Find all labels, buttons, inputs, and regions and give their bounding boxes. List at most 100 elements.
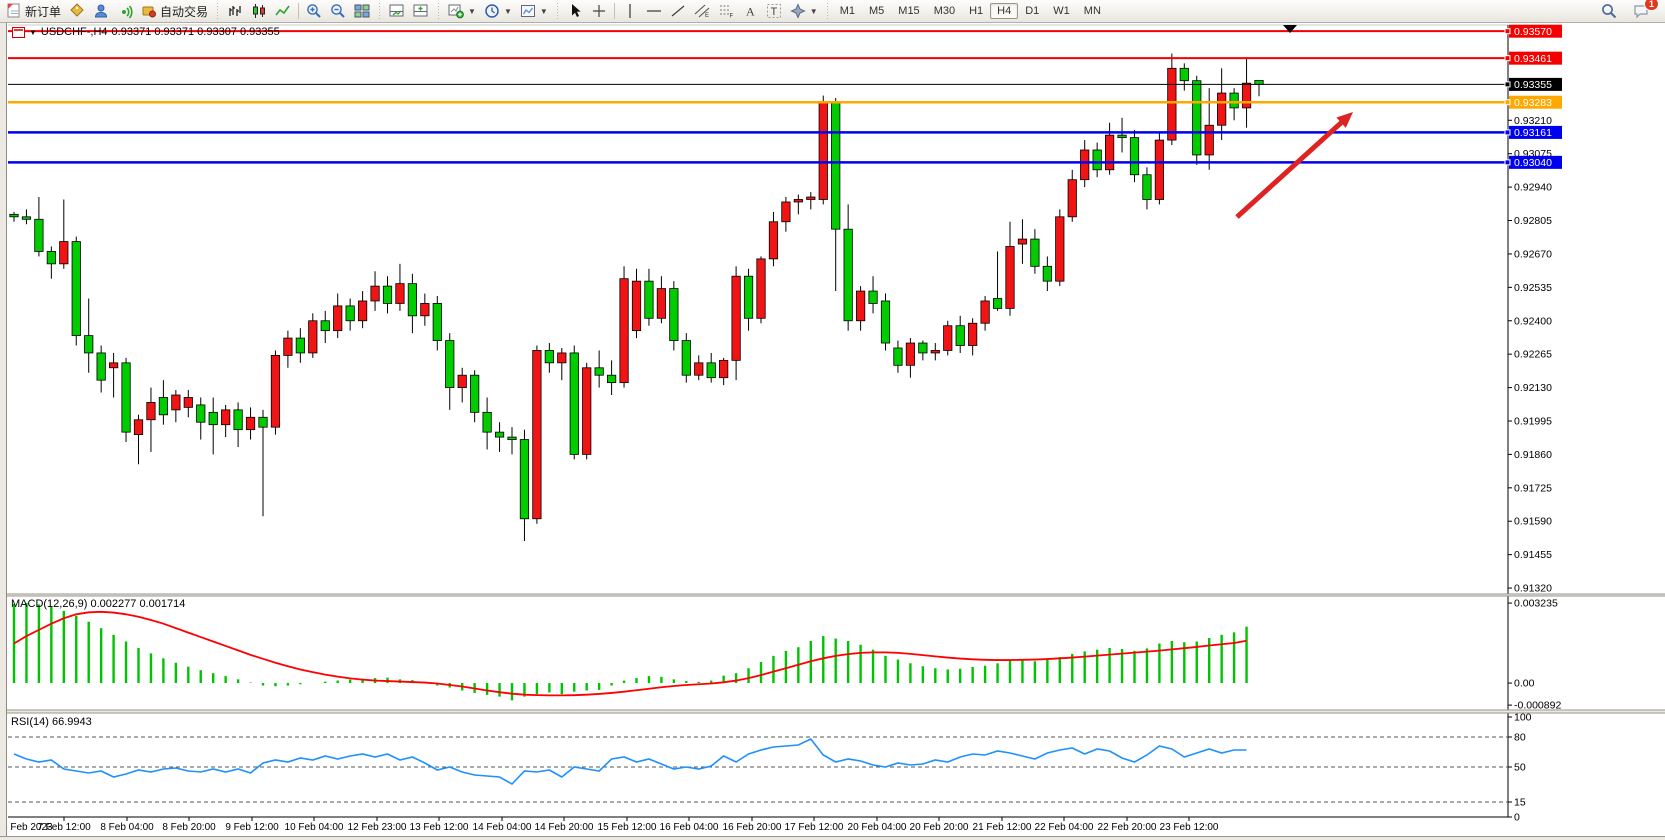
toolbar-grip (824, 3, 830, 19)
svg-text:F: F (729, 14, 733, 20)
toolbar-grip (554, 3, 560, 19)
svg-text:8 Feb 04:00: 8 Feb 04:00 (100, 822, 154, 833)
timeframe-m15[interactable]: M15 (898, 5, 920, 17)
svg-text:6 Feb 2023: 6 Feb 2023 (2, 822, 53, 833)
chart-canvas[interactable]: 0.932100.930750.929400.928050.926700.925… (0, 23, 1665, 840)
svg-text:0.93570: 0.93570 (1514, 26, 1552, 38)
pane-borders (0, 24, 1665, 818)
collapse-triangle-icon[interactable]: ▼ (29, 27, 37, 37)
svg-text:0.91590: 0.91590 (1514, 516, 1552, 528)
timeframe-d1[interactable]: D1 (1025, 5, 1040, 17)
trendline-tool-button[interactable] (666, 1, 690, 22)
fibonacci-tool-button[interactable]: F (714, 1, 738, 22)
rsi-indicator-label: RSI(14) 66.9943 (11, 716, 92, 728)
templates-button[interactable]: ▼ (516, 1, 552, 22)
svg-text:7 Feb 12:00: 7 Feb 12:00 (37, 822, 91, 833)
level-lines (8, 30, 1508, 164)
svg-text:17 Feb 12:00: 17 Feb 12:00 (785, 822, 844, 833)
channel-tool-button[interactable]: E (690, 1, 714, 22)
hline-tool-button[interactable] (642, 1, 666, 22)
chat-notification-badge: 1 (1643, 0, 1659, 11)
candle-chart-mode-button[interactable] (247, 1, 271, 22)
macd-signal-value: 0.001714 (139, 598, 186, 610)
svg-text:20 Feb 20:00: 20 Feb 20:00 (910, 822, 969, 833)
bar-chart-mode-button[interactable] (223, 1, 247, 22)
timeframe-m30[interactable]: M30 (933, 5, 956, 17)
crosshair-icon (591, 3, 607, 19)
svg-text:14 Feb 04:00: 14 Feb 04:00 (473, 822, 532, 833)
new-order-button[interactable]: 新订单 (2, 1, 65, 22)
market-watch-button[interactable] (65, 1, 89, 22)
svg-text:0.93283: 0.93283 (1514, 97, 1552, 109)
svg-text:15: 15 (1514, 797, 1526, 809)
vline-tool-button[interactable] (618, 1, 642, 22)
svg-text:0.91320: 0.91320 (1514, 583, 1552, 595)
svg-text:0.93161: 0.93161 (1514, 127, 1552, 139)
candles-layer (9, 53, 1264, 542)
cursor-tool-button[interactable] (563, 1, 587, 22)
svg-text:16 Feb 20:00: 16 Feb 20:00 (723, 822, 782, 833)
svg-text:0.91995: 0.91995 (1514, 415, 1552, 427)
zoom-out-button[interactable] (326, 1, 350, 22)
timeframe-m1[interactable]: M1 (839, 5, 855, 17)
line-chart-icon (275, 3, 291, 19)
bar-chart-icon (227, 3, 243, 19)
zoom-in-icon (306, 3, 322, 19)
svg-text:10 Feb 04:00: 10 Feb 04:00 (285, 822, 344, 833)
svg-text:0.91455: 0.91455 (1514, 549, 1552, 561)
autotrading-button[interactable]: 自动交易 (137, 1, 212, 22)
chart-window-icon (12, 26, 25, 38)
tile-windows-button[interactable] (350, 1, 374, 22)
search-button[interactable] (1597, 1, 1621, 22)
timeframe-mn[interactable]: MN (1083, 5, 1101, 17)
label-tool-button[interactable]: T (762, 1, 786, 22)
search-icon (1601, 3, 1617, 19)
template-icon (520, 3, 536, 19)
signal-icon (117, 3, 133, 19)
svg-text:0.92265: 0.92265 (1514, 349, 1552, 361)
chart-ohlc-values: 0.93371 0.93371 0.93307 0.93355 (111, 26, 280, 38)
rsi-value: 66.9943 (51, 716, 92, 728)
svg-text:15 Feb 12:00: 15 Feb 12:00 (598, 822, 657, 833)
dropdown-arrow-icon: ▼ (503, 6, 512, 16)
chart-window: 0.93210 0.93075 0.92940 0.92805 0.92670 0.925… (0, 23, 1665, 840)
text-label-icon: T (766, 3, 782, 19)
signals-button[interactable] (113, 1, 137, 22)
line-chart-mode-button[interactable] (271, 1, 295, 22)
timeframe-h1[interactable]: H1 (969, 5, 984, 17)
timeframe-m5[interactable]: M5 (869, 5, 885, 17)
fibonacci-icon: F (718, 3, 734, 19)
chat-button[interactable]: 1 (1629, 0, 1659, 22)
price-axis: 0.932100.930750.929400.928050.926700.925… (1508, 115, 1561, 824)
svg-text:80: 80 (1514, 732, 1526, 744)
person-icon (93, 3, 109, 19)
crosshair-tool-button[interactable] (587, 1, 611, 22)
shapes-tool-button[interactable]: ▼ (786, 1, 822, 22)
timeframe-w1[interactable]: W1 (1053, 5, 1070, 17)
periods-button[interactable]: ▼ (480, 1, 516, 22)
svg-text:100: 100 (1514, 712, 1532, 724)
price-badges: 0.93570 0.93461 0.93355 0.93283 0.93161 0.930… (1504, 24, 1562, 169)
svg-text:8 Feb 20:00: 8 Feb 20:00 (162, 822, 216, 833)
add-indicator-button[interactable]: ▼ (444, 1, 480, 22)
text-tool-button[interactable]: A (738, 1, 762, 22)
zoom-in-button[interactable] (302, 1, 326, 22)
macd-main-value: 0.002277 (90, 598, 137, 610)
indicator-window-icon (389, 3, 405, 19)
zoom-out-icon (330, 3, 346, 19)
toolbar-separator (613, 3, 615, 19)
svg-text:50: 50 (1514, 762, 1526, 774)
svg-text:0.93040: 0.93040 (1514, 157, 1552, 169)
indicator-list-button[interactable] (409, 1, 433, 22)
svg-text:-0.000892: -0.000892 (1514, 700, 1561, 712)
timeframe-h4[interactable]: H4 (990, 3, 1019, 19)
dropdown-arrow-icon: ▼ (539, 6, 548, 16)
svg-text:T: T (770, 6, 777, 18)
indicator-window-button[interactable] (385, 1, 409, 22)
candlestick-icon (251, 3, 267, 19)
accounts-button[interactable] (89, 1, 113, 22)
indicator-list-icon (413, 3, 429, 19)
svg-text:0.92805: 0.92805 (1514, 215, 1552, 227)
